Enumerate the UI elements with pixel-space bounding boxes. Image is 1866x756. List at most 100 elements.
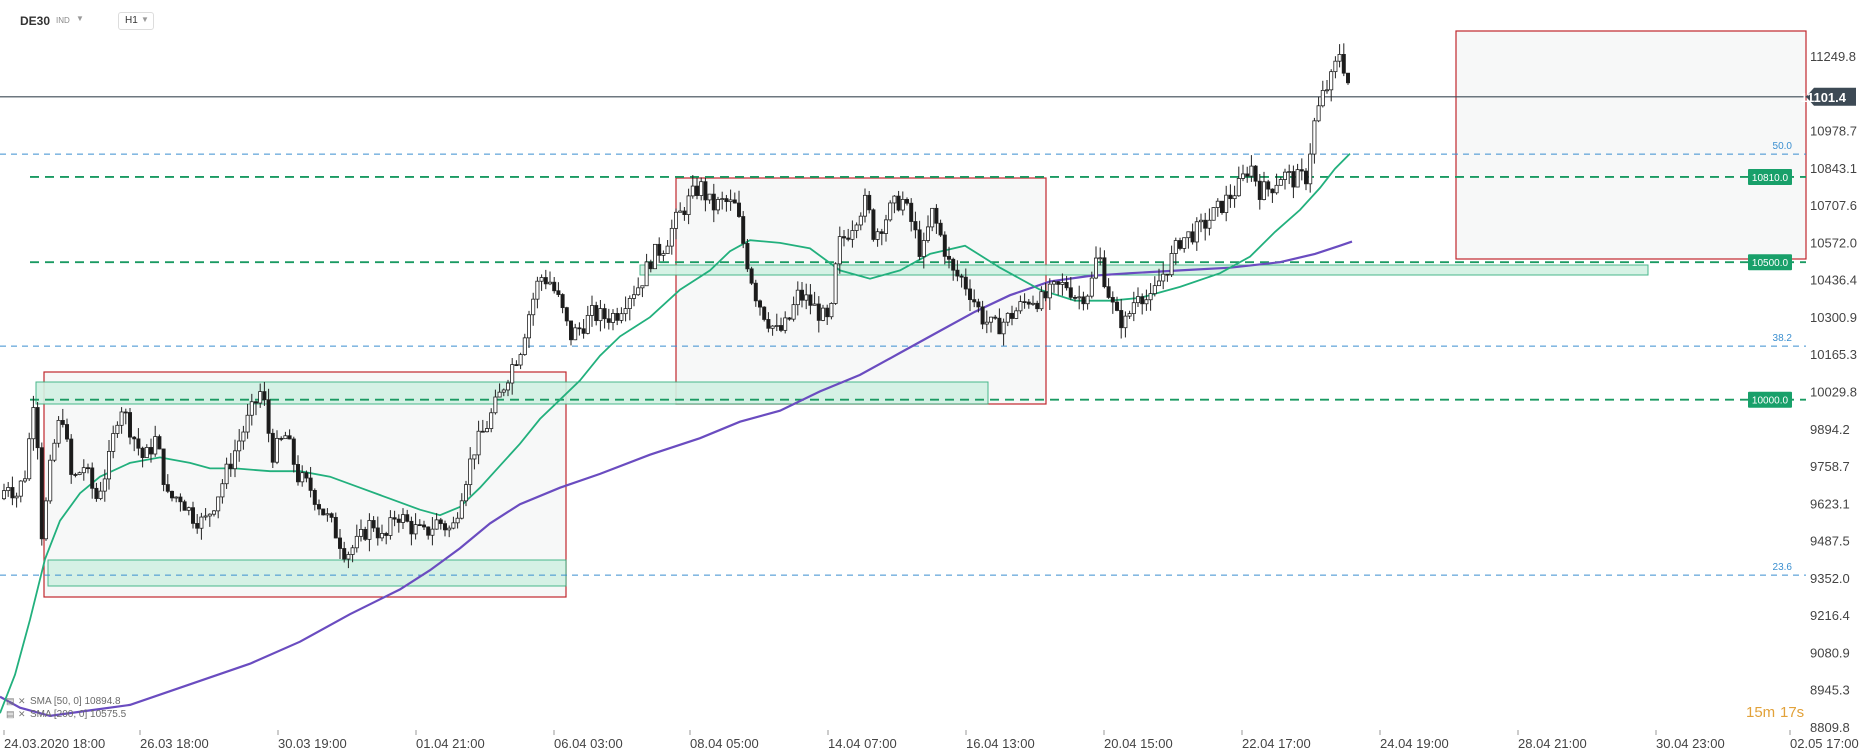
candle-body [737,202,742,217]
timeframe-select[interactable]: H1 ▼ [118,12,154,30]
candle-body [1266,181,1271,190]
candle-body [917,229,922,257]
candle-body [762,306,767,320]
candle-body [632,294,637,299]
candle-body [48,459,53,502]
candle-body [1073,296,1078,299]
candle-body [346,554,351,560]
candle-body [1337,53,1342,62]
candle-body [795,289,800,306]
candle-body [224,463,229,485]
candle-body [157,436,162,450]
candle-body [791,304,796,320]
sma200-legend[interactable]: SMA [200, 0] 10575.5 [30,709,127,720]
candle-body [1312,120,1317,155]
symbol-label[interactable]: DE30 [20,14,51,28]
candle-body [930,207,935,228]
sma200-line [0,240,1353,718]
candle-body [804,294,809,301]
candle-body [312,489,317,505]
candle-body [640,285,645,289]
candle-body [1169,253,1174,276]
candle-body [724,198,729,203]
legend-gear-icon-2[interactable]: ▤ [6,709,15,719]
candle-body [1253,165,1258,182]
candle-body [1173,240,1178,254]
candle-body [1060,281,1065,285]
sma50-legend[interactable]: SMA [50, 0] 10894.8 [30,696,121,707]
candle-body [409,520,414,535]
candle-body [1304,170,1309,185]
candle-body [1035,302,1040,310]
candle-body [1228,194,1233,200]
candle-body [295,463,300,483]
candle-body [707,193,712,201]
candle-body [590,305,595,316]
candle-body [573,327,578,341]
indicator-legend: SMA [50, 0] 10894.8 SMA [200, 0] 10575.5… [6,696,127,720]
candle-body [1241,173,1246,179]
candle-body [1215,200,1220,208]
timer-seconds: 17s [1780,704,1804,721]
candle-body [304,472,309,479]
legend-close-icon-2[interactable]: ✕ [18,709,26,719]
candle-body [14,495,19,499]
candle-body [682,210,687,215]
candle-body [501,389,506,393]
candle-body [186,507,191,511]
candle-body [531,298,536,316]
candle-body [779,325,784,331]
candle-body [367,520,372,540]
candle-body [1329,71,1334,91]
candle-body [245,414,250,433]
legend-close-icon[interactable]: ✕ [18,696,26,706]
candle-body [413,524,418,535]
candle-body [207,513,212,517]
candlestick-series [2,43,1351,569]
candle-body [1005,312,1010,323]
candle-body [178,496,183,503]
candle-body [741,216,746,244]
candle-body [283,435,288,440]
candle-body [1123,315,1128,329]
candle-body [606,318,611,323]
candle-body [73,474,78,476]
candle-body [1077,296,1082,299]
level-tag-text-0: 10810.0 [1752,173,1789,184]
legend-gear-icon[interactable]: ▤ [6,696,15,706]
candle-body [253,401,258,404]
candle-body [22,478,27,482]
candle-body [1211,207,1216,221]
candle-body [1089,277,1094,297]
candle-body [1283,171,1288,180]
price-tick-label: 9894.2 [1810,422,1850,437]
horizontal-levels [0,96,1820,576]
candle-body [896,195,901,211]
candle-body [522,337,527,355]
price-axis[interactable]: 11249.8 10978.7 10843.1 10707.6 10572.0 10436… [1810,49,1857,735]
symbol-chevron-down-icon[interactable]: ▼ [76,14,84,23]
level-tag-text-1: 10500.0 [1752,258,1789,269]
candle-body [77,472,82,475]
candle-body [69,438,74,475]
candle-body [564,307,569,322]
candle-body [716,199,721,211]
price-tick-label: 9623.1 [1810,496,1850,511]
candle-body [241,431,246,442]
candle-body [52,442,57,461]
candle-body [1144,299,1149,305]
price-tick-label: 10572.0 [1810,235,1857,250]
time-axis[interactable]: 24.03.2020 18:00 26.03 18:00 30.03 19:00 01… [3,730,1859,751]
time-tick-label: 22.04 17:00 [1242,736,1311,751]
time-tick-label: 24.04 19:00 [1380,736,1449,751]
candle-body [560,294,565,309]
candle-body [837,236,842,265]
time-tick-label: 06.04 03:00 [554,736,623,751]
candle-body [577,327,582,330]
candle-body [6,487,11,492]
candle-body [905,199,910,204]
candle-body [115,424,120,434]
consolidation-box-2 [675,177,1047,405]
candle-body [476,430,481,456]
